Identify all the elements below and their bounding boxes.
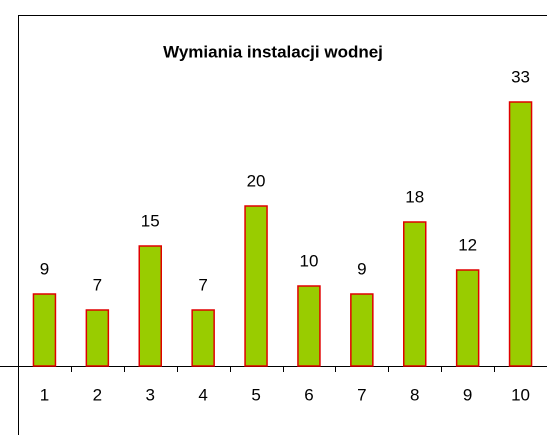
data-label: 10 bbox=[299, 251, 318, 270]
x-tick-label: 6 bbox=[304, 385, 313, 404]
data-label: 15 bbox=[141, 211, 160, 230]
data-label: 20 bbox=[247, 171, 266, 190]
bar bbox=[244, 205, 268, 367]
bar bbox=[403, 221, 427, 367]
bar bbox=[138, 245, 162, 367]
x-tick-label: 7 bbox=[357, 385, 366, 404]
chart-title: Wymiania instalacji wodnej bbox=[163, 42, 383, 61]
x-tick-label: 3 bbox=[146, 385, 155, 404]
data-label: 12 bbox=[458, 235, 477, 254]
data-label: 7 bbox=[93, 275, 102, 294]
data-label: 7 bbox=[198, 275, 207, 294]
data-label: 18 bbox=[405, 187, 424, 206]
bar bbox=[455, 269, 480, 367]
bar bbox=[191, 309, 215, 367]
x-tick-label: 4 bbox=[198, 385, 207, 404]
data-label: 9 bbox=[40, 259, 49, 278]
x-tick-label: 5 bbox=[251, 385, 260, 404]
bar bbox=[350, 293, 374, 367]
data-label: 33 bbox=[511, 67, 530, 86]
chart-frame bbox=[18, 15, 547, 435]
x-tick-label: 8 bbox=[410, 385, 419, 404]
bar bbox=[85, 309, 110, 367]
x-tick-label: 1 bbox=[40, 385, 49, 404]
bar bbox=[508, 101, 533, 367]
data-label: 9 bbox=[357, 259, 366, 278]
x-tick-label: 9 bbox=[463, 385, 472, 404]
x-tick-label: 2 bbox=[93, 385, 102, 404]
bar bbox=[32, 293, 57, 367]
bar bbox=[297, 285, 321, 367]
x-tick-label: 10 bbox=[511, 385, 530, 404]
